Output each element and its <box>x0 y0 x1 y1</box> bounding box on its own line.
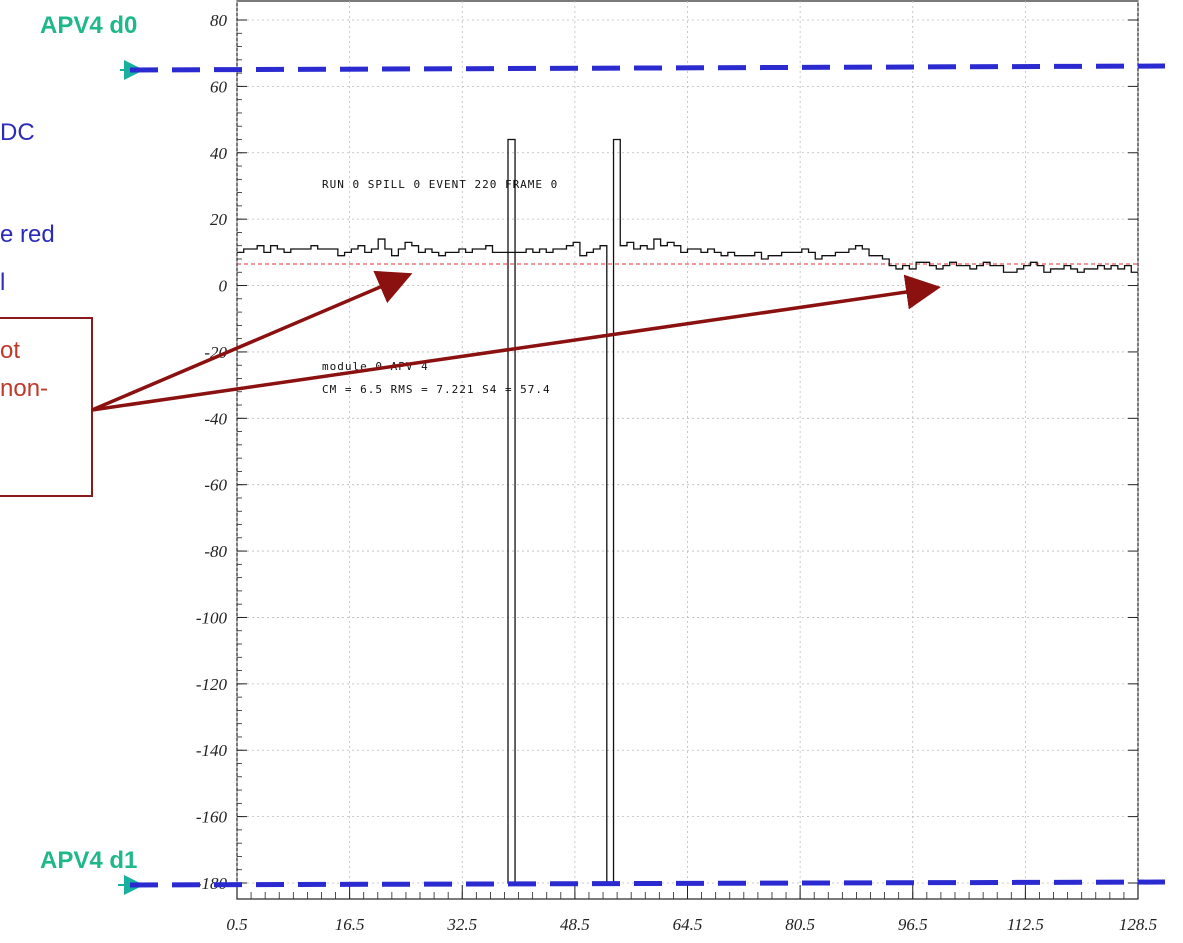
x-tick-label: 32.5 <box>446 915 477 934</box>
y-axis: 806040200-20-40-60-80-100-120-140-160-18… <box>196 11 1138 893</box>
y-tick-label: 40 <box>210 144 228 163</box>
run-info-text: RUN 0 SPILL 0 EVENT 220 FRAME 0 <box>322 178 558 191</box>
y-tick-label: -40 <box>204 409 227 428</box>
y-tick-label: 20 <box>210 210 228 229</box>
x-axis: 0.5 16.5 32.5 48.5 64.5 80.5 96.5 112.5 128.5 <box>226 885 1157 934</box>
bottom-marker-label: APV4 d1 <box>40 847 137 874</box>
spike-bar <box>508 139 515 883</box>
y-tick-label: -140 <box>196 741 228 760</box>
y-tick-label: -160 <box>196 808 228 827</box>
x-tick-label: 48.5 <box>560 915 590 934</box>
y-tick-label: 60 <box>210 77 228 96</box>
side-text-line1: DC <box>0 119 35 146</box>
x-tick-label: 0.5 <box>226 915 247 934</box>
grid-lines <box>237 1 1138 899</box>
x-tick-label: 16.5 <box>335 915 365 934</box>
x-tick-label: 80.5 <box>785 915 815 934</box>
y-tick-label: -120 <box>196 675 228 694</box>
y-tick-label: -100 <box>196 608 228 627</box>
x-tick-label: 64.5 <box>673 915 703 934</box>
box-text-line1: ot <box>0 337 20 364</box>
plot-frame <box>237 1 1138 899</box>
x-tick-label: 128.5 <box>1119 915 1157 934</box>
side-text-line2: e red <box>0 221 55 248</box>
cm-info-text: CM = 6.5 RMS = 7.221 S4 = 57.4 <box>322 383 551 396</box>
y-tick-label: -60 <box>204 476 227 495</box>
top-marker-label: APV4 d0 <box>40 12 137 39</box>
side-text-line3: l <box>0 269 5 296</box>
y-tick-label: -80 <box>204 542 227 561</box>
top-marker-line <box>130 66 1165 70</box>
bottom-marker-line <box>130 882 1165 885</box>
y-tick-label: 0 <box>219 277 228 296</box>
x-tick-label: 96.5 <box>898 915 928 934</box>
box-text-line2: non- <box>0 375 48 402</box>
y-tick-label: 80 <box>210 11 228 30</box>
x-tick-label: 112.5 <box>1007 915 1044 934</box>
